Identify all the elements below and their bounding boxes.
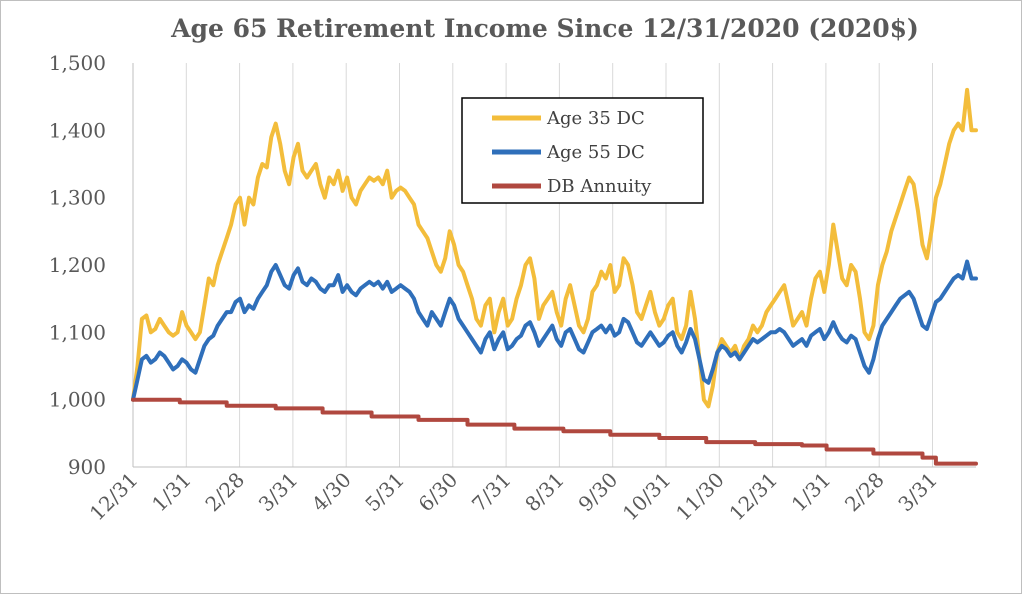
x-tick-label: 2/28 (200, 468, 249, 517)
legend-label-age-35-dc: Age 35 DC (546, 108, 645, 129)
x-tick-label: 7/31 (467, 468, 516, 517)
gridlines (185, 63, 933, 467)
legend: Age 35 DC Age 55 DC DB Annuity (461, 97, 704, 204)
x-tick-label: 8/31 (520, 468, 569, 517)
y-tick-labels: 900 1,000 1,100 1,200 1,300 1,400 1,500 (49, 51, 106, 479)
x-tick-label: 9/30 (574, 468, 623, 517)
y-tick-label: 1,400 (49, 118, 106, 142)
x-tick-label: 11/30 (671, 468, 729, 526)
x-tick-label: 5/31 (360, 468, 409, 517)
legend-label-age-55-dc: Age 55 DC (546, 142, 645, 163)
x-tick-label: 3/31 (254, 468, 303, 517)
y-tick-label: 1,500 (49, 51, 106, 75)
y-tick-label: 1,200 (49, 253, 106, 277)
x-tick-label: 12/31 (724, 468, 782, 526)
chart-title: Age 65 Retirement Income Since 12/31/202… (170, 14, 919, 43)
x-tick-label: 4/30 (307, 468, 356, 517)
x-tick-label: 1/31 (147, 468, 196, 517)
x-tick-label: 2/28 (840, 468, 889, 517)
legend-label-db-annuity: DB Annuity (547, 176, 652, 197)
y-tick-label: 1,000 (49, 388, 106, 412)
legend-items: Age 35 DC Age 55 DC DB Annuity (492, 108, 652, 197)
y-tick-label: 1,100 (49, 320, 106, 344)
x-tick-label: 1/31 (787, 468, 836, 517)
series-line-age-35-dc (131, 87, 978, 409)
y-tick-label: 900 (68, 455, 106, 479)
series-line-db-annuity (131, 397, 978, 466)
x-tick-labels: 12/31 1/31 2/28 3/31 4/30 5/31 6/30 7/31 8/31 9/3… (85, 468, 942, 526)
x-tick-label: 3/31 (893, 468, 942, 517)
series-lines (131, 87, 978, 466)
x-tick-label: 6/30 (414, 468, 463, 517)
x-tick-label: 10/31 (618, 468, 676, 526)
y-tick-label: 1,300 (49, 186, 106, 210)
series-line-age-55-dc (131, 259, 978, 402)
